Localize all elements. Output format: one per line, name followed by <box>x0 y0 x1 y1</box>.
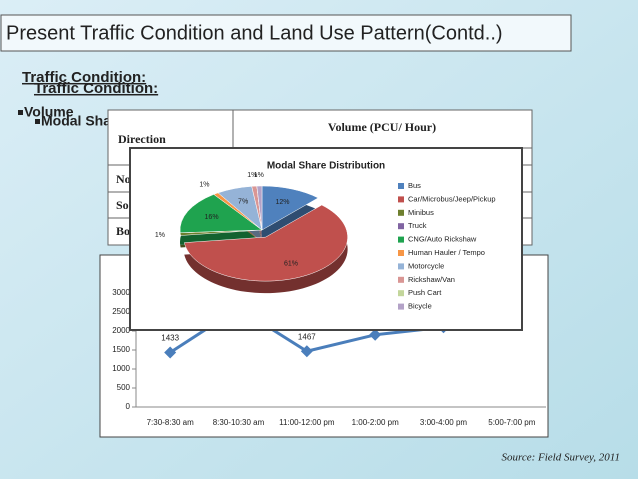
x-tick-label: 7:30-8:30 am <box>147 418 194 427</box>
table-row-label: Bo <box>116 224 130 238</box>
legend-swatch <box>398 209 404 216</box>
pie-chart: Modal Share Distribution 12% 61% 1% 16% 1% 7% 1… <box>155 161 496 311</box>
bullet <box>35 119 40 124</box>
legend-swatch <box>398 263 404 270</box>
legend-swatch <box>398 223 404 230</box>
legend-swatch <box>398 276 404 283</box>
data-label: 1467 <box>298 332 316 341</box>
y-tick-label: 3000 <box>112 288 130 297</box>
data-point <box>369 328 382 341</box>
legend-label: Bus <box>408 181 421 190</box>
bullet-text: Volume <box>24 104 74 120</box>
source: Source: Field Survey, 2011 <box>501 452 620 464</box>
table-header: Volume (PCU/ Hour) <box>328 120 436 134</box>
legend-label: Truck <box>408 221 427 230</box>
y-tick-label: 1000 <box>112 364 130 373</box>
legend-label: Minibus <box>408 208 434 217</box>
x-tick-label: 5:00-7:00 pm <box>488 418 535 427</box>
legend-swatch <box>398 290 404 297</box>
data-label: 61% <box>284 261 298 268</box>
data-label: 1% <box>254 172 264 179</box>
slide-title: Present Traffic Condition and Land Use P… <box>6 22 503 44</box>
bullet <box>18 110 23 115</box>
data-label: 7% <box>238 199 248 206</box>
pie-slice <box>183 204 348 282</box>
legend-label: Rickshaw/Van <box>408 275 455 284</box>
legend-label: Car/Microbus/Jeep/Pickup <box>408 194 496 203</box>
table-row-label: No <box>116 172 131 186</box>
heading: Traffic Condition: <box>22 69 146 86</box>
y-tick-label: 2000 <box>112 326 130 335</box>
legend-swatch <box>398 183 404 189</box>
x-tick-label: 3:00-4:00 pm <box>420 418 467 427</box>
heading-overlay: Traffic Condition: <box>34 80 158 97</box>
pie-slice <box>256 185 263 231</box>
data-label: 16% <box>205 214 219 221</box>
data-label: 1% <box>199 181 209 188</box>
legend-swatch <box>398 250 404 256</box>
y-tick-label: 500 <box>117 383 131 392</box>
y-tick-label: 2500 <box>112 307 130 316</box>
table-row-label: So <box>116 198 129 212</box>
legend-swatch <box>398 303 404 310</box>
data-label: 12% <box>276 199 290 206</box>
pie-slice <box>179 194 263 234</box>
data-point <box>164 346 177 359</box>
legend-swatch <box>398 196 404 203</box>
legend-swatch <box>398 236 404 243</box>
y-tick-label: 1500 <box>112 345 130 354</box>
data-label: 1433 <box>161 334 179 343</box>
legend-label: Bicycle <box>408 302 432 311</box>
data-label: 1% <box>247 172 257 179</box>
bullet-text: Modal Share <box>41 113 124 129</box>
data-point <box>300 345 313 358</box>
legend-label: CNG/Auto Rickshaw <box>408 235 477 244</box>
chart-title: Modal Share Distribution <box>267 161 385 172</box>
table-header: Direction <box>118 132 166 146</box>
legend-label: Human Hauler / Tempo <box>408 248 485 257</box>
x-tick-label: 11:00-12:00 pm <box>279 418 335 427</box>
legend-label: Motorcycle <box>408 261 444 270</box>
y-tick-label: 0 <box>126 402 131 411</box>
legend-label: Push Cart <box>408 288 442 297</box>
x-tick-label: 1:00-2:00 pm <box>352 418 399 427</box>
data-label: 1% <box>155 232 165 239</box>
pie-slice <box>261 185 319 231</box>
title-box <box>0 14 572 52</box>
x-tick-label: 8:30-10:30 am <box>213 418 265 427</box>
